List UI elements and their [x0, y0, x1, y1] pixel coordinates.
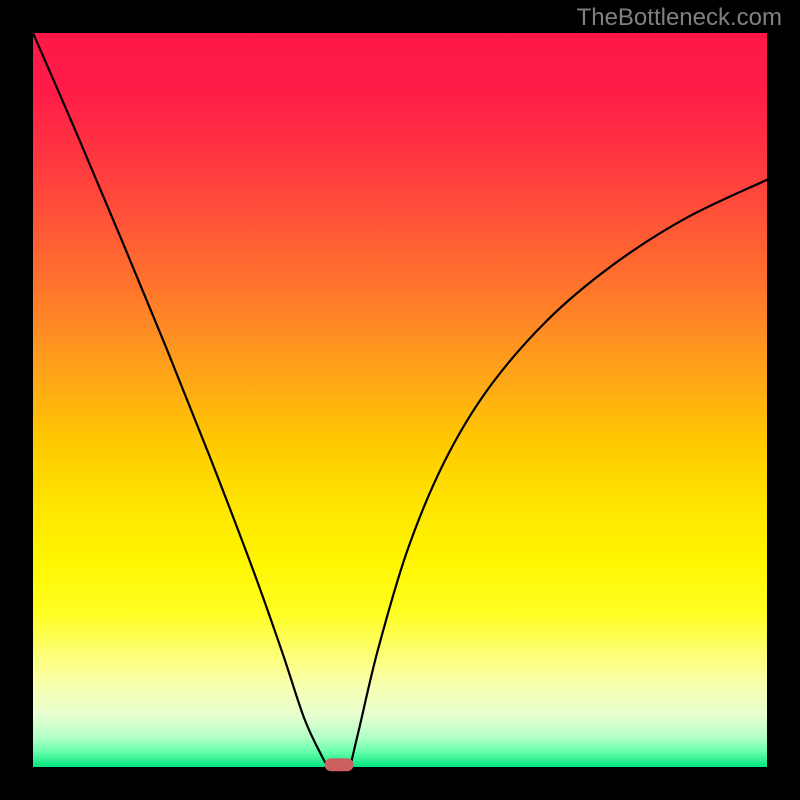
chart-container: TheBottleneck.com — [0, 0, 800, 800]
gradient-background — [33, 33, 767, 767]
bottleneck-chart — [0, 0, 800, 800]
optimal-marker — [325, 759, 353, 771]
watermark-label: TheBottleneck.com — [577, 4, 782, 32]
